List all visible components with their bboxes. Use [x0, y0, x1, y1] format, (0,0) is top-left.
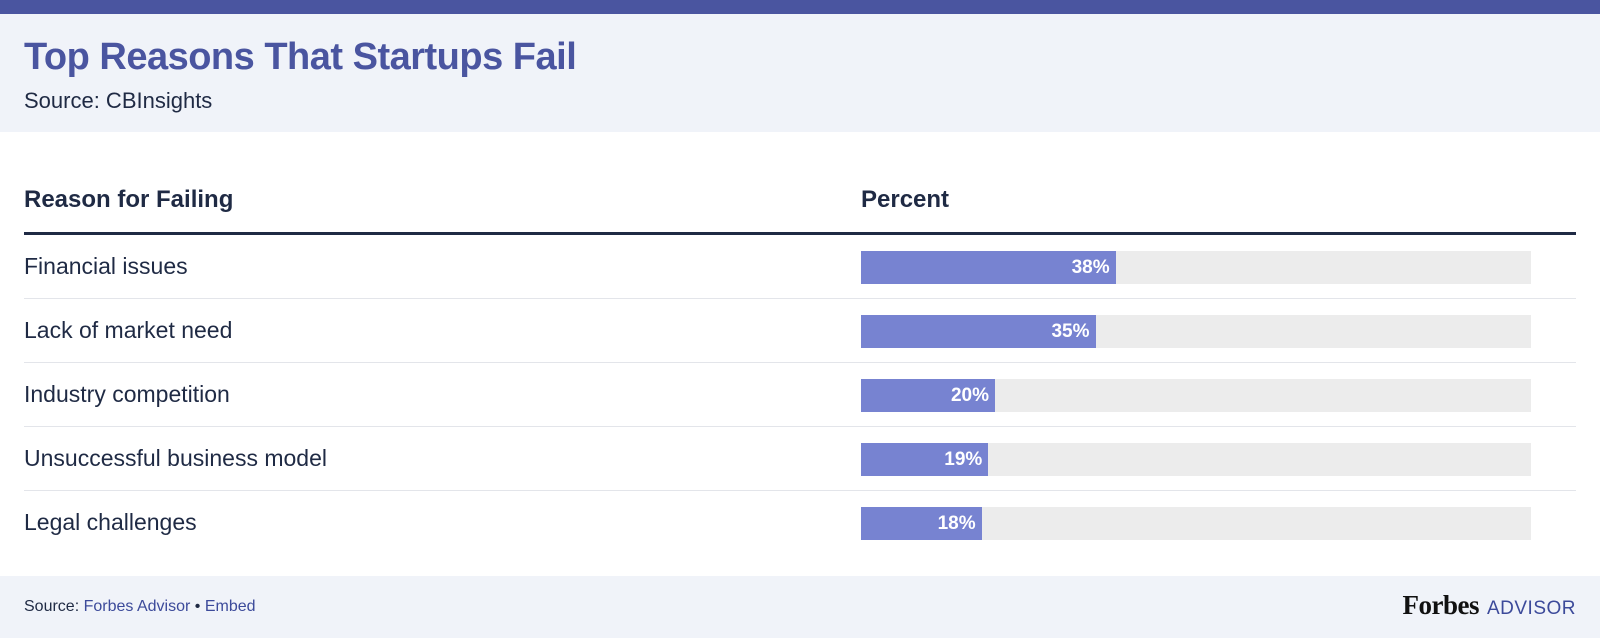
header-divider	[24, 232, 1576, 235]
bar: 20%	[861, 379, 995, 412]
bar: 18%	[861, 507, 982, 540]
bar-track: 20%	[861, 379, 1531, 412]
bar-track: 38%	[861, 251, 1531, 284]
table-row: Financial issues 38%	[24, 235, 1576, 299]
footer-separator: •	[190, 598, 205, 615]
row-label: Unsuccessful business model	[24, 445, 327, 471]
source-prefix: Source:	[24, 598, 84, 615]
logo-suffix: ADVISOR	[1486, 598, 1576, 619]
bar: 38%	[861, 251, 1116, 284]
row-divider	[24, 426, 1576, 427]
data-table: Reason for Failing Percent Financial iss…	[24, 132, 1576, 562]
logo-brand: Forbes	[1402, 590, 1479, 620]
row-divider	[24, 490, 1576, 491]
forbes-advisor-logo[interactable]: Forbes ADVISOR	[1402, 590, 1576, 621]
table-row: Legal challenges 18%	[24, 491, 1576, 555]
table-row: Lack of market need 35%	[24, 299, 1576, 363]
bar-value-label: 35%	[1051, 321, 1090, 342]
bar-value-label: 38%	[1071, 257, 1110, 278]
bar-value-label: 19%	[944, 449, 983, 470]
bar-track: 35%	[861, 315, 1531, 348]
row-label: Financial issues	[24, 253, 188, 279]
bar-value-label: 20%	[950, 385, 989, 406]
bar-track: 18%	[861, 507, 1531, 540]
embed-link[interactable]: Embed	[204, 598, 256, 615]
bar: 35%	[861, 315, 1096, 348]
chart-title: Top Reasons That Startups Fail	[24, 36, 577, 78]
table-row: Industry competition 20%	[24, 363, 1576, 427]
table-row: Unsuccessful business model 19%	[24, 427, 1576, 491]
column-header-reason: Reason for Failing	[24, 186, 234, 213]
top-accent-bar	[0, 0, 1600, 14]
row-label: Industry competition	[24, 381, 230, 407]
bar-value-label: 18%	[937, 513, 976, 534]
row-label: Lack of market need	[24, 317, 233, 343]
bar: 19%	[861, 443, 989, 476]
row-divider	[24, 362, 1576, 363]
forbes-advisor-link[interactable]: Forbes Advisor	[83, 598, 191, 615]
bar-track: 19%	[861, 443, 1531, 476]
row-label: Legal challenges	[24, 509, 197, 535]
footer-source: Source: Forbes Advisor • Embed	[24, 598, 256, 616]
chart-subtitle: Source: CBInsights	[24, 88, 213, 113]
row-divider	[24, 298, 1576, 299]
column-header-percent: Percent	[861, 186, 950, 213]
chart-footer: Source: Forbes Advisor • Embed Forbes AD…	[0, 576, 1600, 638]
chart-header: Top Reasons That Startups Fail Source: C…	[0, 14, 1600, 132]
